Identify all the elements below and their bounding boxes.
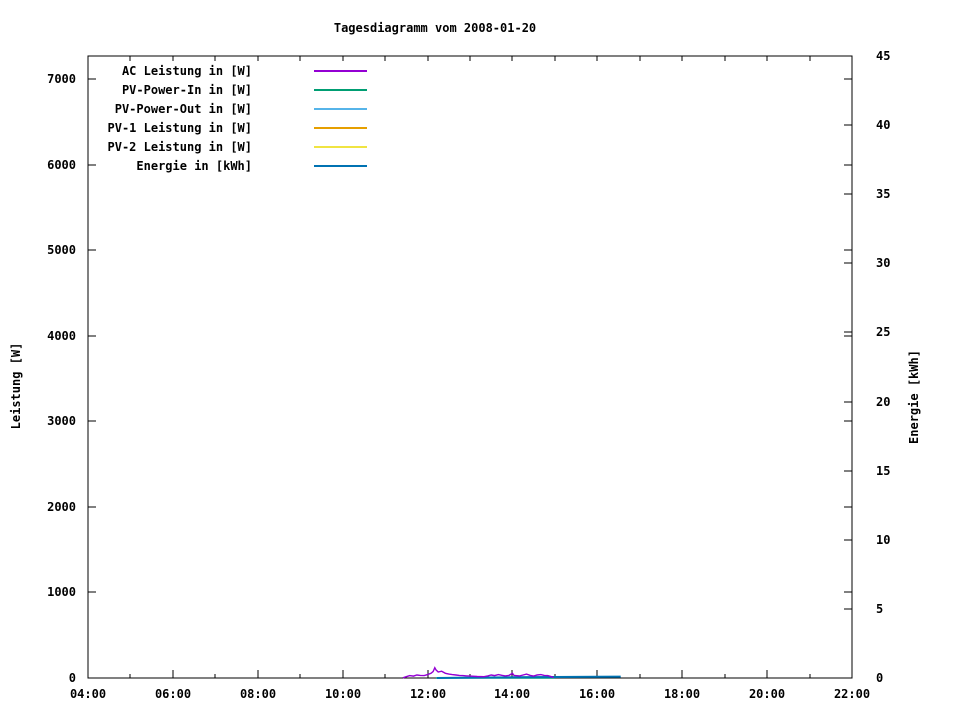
x-tick-label: 20:00: [748, 687, 786, 701]
legend-label: PV-Power-In in [W]: [121, 83, 252, 97]
legend-line-sample: [314, 89, 367, 91]
series-line-1: [402, 666, 554, 679]
legend-line-sample: [314, 146, 367, 148]
legend-row: Energie in [kWh]: [90, 157, 380, 176]
legend-label: AC Leistung in [W]: [121, 64, 252, 78]
y-left-tick-label: 6000: [47, 158, 76, 172]
x-tick-label: 12:00: [409, 687, 447, 701]
y-right-tick-label: 25: [876, 325, 891, 339]
x-tick-label: 14:00: [493, 687, 531, 701]
y-right-tick-label: 10: [876, 533, 891, 547]
legend-row: AC Leistung in [W]: [90, 62, 380, 81]
legend-line-sample: [314, 70, 367, 72]
y-right-tick-label: 45: [876, 49, 891, 63]
y-left-tick-label: 2000: [47, 500, 76, 514]
legend-label: PV-Power-Out in [W]: [114, 102, 252, 116]
y-right-tick-label: 15: [876, 464, 891, 478]
legend-row: PV-1 Leistung in [W]: [90, 119, 380, 138]
y-left-tick-label: 0: [68, 671, 76, 685]
x-tick-label: 22:00: [833, 687, 871, 701]
x-tick-label: 06:00: [154, 687, 192, 701]
legend-row: PV-2 Leistung in [W]: [90, 138, 380, 157]
legend-label: PV-1 Leistung in [W]: [107, 121, 253, 135]
y-right-tick-label: 30: [876, 256, 891, 270]
y-right-tick-label: 20: [876, 395, 891, 409]
chart-title: Tagesdiagramm vom 2008-01-20: [333, 21, 537, 35]
legend-line-sample: [314, 108, 367, 110]
legend-label: PV-2 Leistung in [W]: [107, 140, 253, 154]
y-right-tick-label: 35: [876, 187, 891, 201]
y-right-tick-label: 0: [876, 671, 884, 685]
x-tick-label: 18:00: [663, 687, 701, 701]
y-left-tick-label: 1000: [47, 585, 76, 599]
x-tick-label: 08:00: [239, 687, 277, 701]
y-left-tick-label: 7000: [47, 72, 76, 86]
x-tick-label: 04:00: [69, 687, 107, 701]
series-line-6: [436, 675, 621, 679]
y-left-tick-label: 4000: [47, 329, 76, 343]
y-left-tick-label: 3000: [47, 414, 76, 428]
legend: AC Leistung in [W] PV-Power-In in [W] PV-P…: [90, 62, 380, 176]
x-tick-label: 16:00: [578, 687, 616, 701]
legend-label: Energie in [kWh]: [136, 159, 252, 173]
y-left-tick-label: 5000: [47, 243, 76, 257]
y-right-tick-label: 5: [876, 602, 884, 616]
legend-row: PV-Power-In in [W]: [90, 81, 380, 100]
y-right-tick-label: 40: [876, 118, 891, 132]
legend-row: PV-Power-Out in [W]: [90, 100, 380, 119]
legend-line-sample: [314, 127, 367, 129]
legend-line-sample: [314, 165, 367, 167]
x-tick-label: 10:00: [324, 687, 362, 701]
